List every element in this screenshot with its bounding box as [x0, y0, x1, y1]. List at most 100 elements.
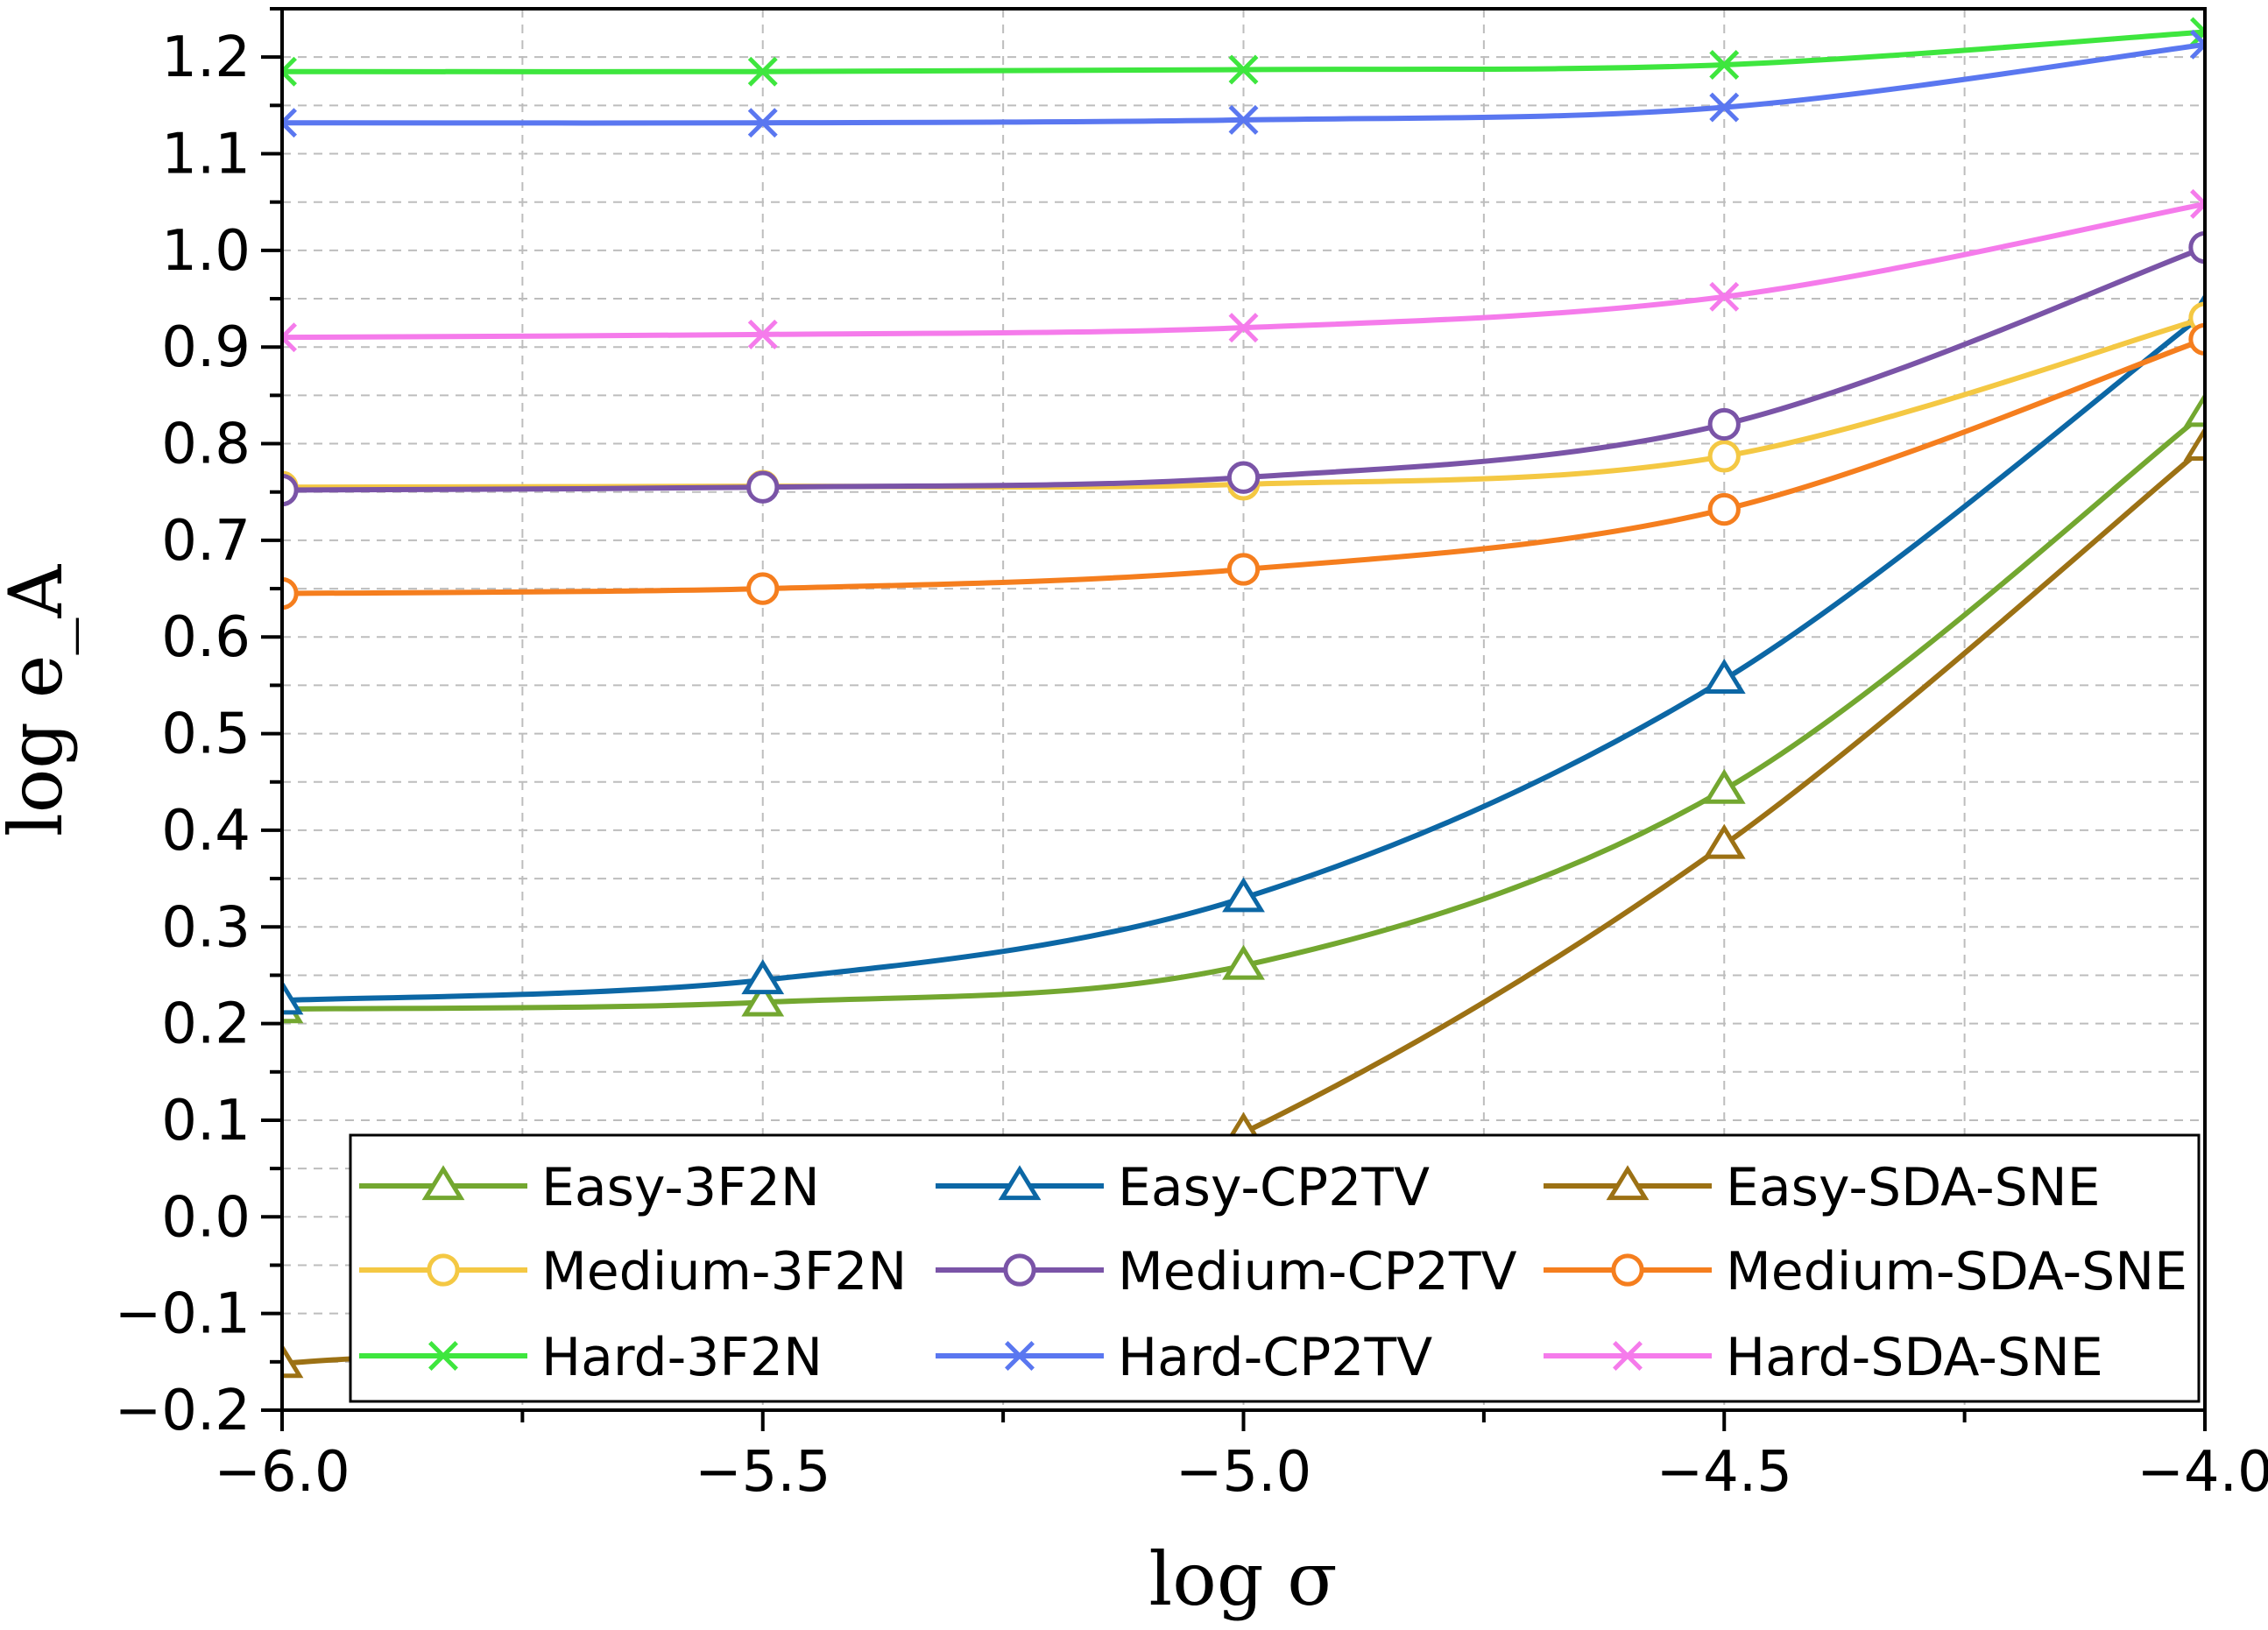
data-point-medium-sda-sne: [1226, 553, 1261, 586]
data-point-easy-sda-sne: [1702, 823, 1746, 859]
x-marker-stroke: [1228, 104, 1259, 135]
series-lines: [282, 17, 2205, 1379]
x-marker-stroke: [747, 56, 778, 87]
y-tick-label: 0.6: [161, 605, 251, 670]
y-tick-label: 0.8: [161, 413, 251, 477]
legend-item-easy-cp2tv: Easy-CP2TV: [936, 1157, 1430, 1218]
legend-swatch-marker: [1005, 1341, 1035, 1371]
x-marker-stroke: [2190, 41, 2205, 60]
data-point-easy-cp2tv: [282, 979, 304, 1015]
y-tick-label: −0.1: [115, 1282, 251, 1347]
data-point-easy-3f2n: [741, 981, 785, 1017]
legend-swatch-marker: [998, 1165, 1042, 1201]
x-marker-stroke: [282, 108, 297, 126]
data-point-hard-3f2n: [1709, 50, 1740, 80]
x-marker-stroke: [2190, 28, 2205, 47]
data-point-hard-cp2tv: [282, 108, 297, 138]
x-marker-stroke: [2190, 188, 2205, 208]
x-marker-stroke: [2190, 17, 2205, 36]
series-line-easy-3f2n: [282, 410, 2205, 1013]
data-point-easy-sda-sne: [2183, 426, 2205, 462]
series-hard-3f2n: [282, 17, 2205, 87]
data-point-hard-3f2n: [747, 56, 778, 87]
x-tick-label: −4.5: [1657, 1440, 1792, 1505]
series-medium-sda-sne: [282, 322, 2205, 610]
data-point-easy-cp2tv: [741, 959, 785, 995]
y-tick-label: 0.4: [161, 799, 251, 864]
legend-swatch-marker: [427, 1253, 460, 1287]
data-point-hard-sda-sne: [1228, 313, 1259, 343]
series-line-easy-cp2tv: [282, 311, 2205, 1004]
legend-label-hard-cp2tv: Hard-CP2TV: [1118, 1327, 1432, 1388]
x-marker-stroke: [1228, 313, 1259, 343]
data-point-easy-3f2n: [2183, 392, 2205, 427]
x-marker-stroke: [1005, 1341, 1035, 1371]
legend-swatch-marker: [1606, 1165, 1650, 1201]
y-axis-title: log e_A: [0, 564, 79, 837]
legend-label-easy-sda-sne: Easy-SDA-SNE: [1726, 1157, 2101, 1218]
x-marker-stroke: [428, 1341, 458, 1371]
x-marker-stroke: [747, 319, 778, 349]
x-marker-stroke: [282, 68, 297, 87]
data-point-hard-3f2n: [282, 56, 297, 87]
data-point-easy-3f2n: [1702, 768, 1746, 804]
data-point-hard-sda-sne: [747, 319, 778, 349]
x-marker-stroke: [2190, 29, 2205, 48]
legend-box: [349, 1133, 2201, 1403]
legend-label-medium-cp2tv: Medium-CP2TV: [1118, 1241, 1517, 1302]
x-tick-label: −6.0: [214, 1440, 350, 1505]
x-marker-stroke: [747, 108, 778, 138]
x-tick-label: −5.5: [695, 1440, 830, 1505]
data-point-hard-cp2tv: [2190, 29, 2205, 60]
data-point-easy-cp2tv: [1222, 877, 1265, 913]
x-axis-title: log σ: [1148, 1536, 1337, 1622]
legend-swatch-marker: [1003, 1253, 1036, 1287]
x-tick-label: −5.0: [1176, 1440, 1311, 1505]
x-marker-stroke: [282, 56, 297, 75]
legend-item-hard-sda-sne: Hard-SDA-SNE: [1544, 1327, 2103, 1388]
data-point-easy-3f2n: [1222, 944, 1265, 980]
x-marker-stroke: [1709, 50, 1740, 80]
data-point-hard-sda-sne: [1709, 281, 1740, 312]
y-tick-label: −0.2: [115, 1379, 251, 1443]
data-point-medium-sda-sne: [1707, 492, 1741, 526]
y-tick-label: 0.5: [161, 702, 251, 767]
legend-label-medium-3f2n: Medium-3F2N: [541, 1241, 907, 1302]
x-marker-stroke: [282, 119, 297, 138]
data-point-medium-3f2n: [1707, 440, 1741, 473]
y-tick-label: 1.2: [161, 25, 251, 90]
data-point-medium-cp2tv: [746, 470, 780, 504]
series-medium-cp2tv: [282, 230, 2205, 507]
data-point-easy-cp2tv: [1702, 658, 1746, 694]
legend-label-hard-sda-sne: Hard-SDA-SNE: [1726, 1327, 2103, 1388]
x-marker-stroke: [2190, 201, 2205, 219]
data-point-hard-sda-sne: [282, 322, 297, 353]
data-point-hard-3f2n: [2190, 17, 2205, 47]
series-hard-cp2tv: [282, 29, 2205, 138]
legend-item-hard-cp2tv: Hard-CP2TV: [936, 1327, 1432, 1388]
data-point-hard-cp2tv: [747, 108, 778, 138]
legend-item-easy-3f2n: Easy-3F2N: [359, 1157, 820, 1218]
x-marker-stroke: [1709, 92, 1740, 123]
x-marker-stroke: [1709, 281, 1740, 312]
legend-swatch-marker: [1613, 1341, 1643, 1371]
y-tick-label: 0.7: [161, 509, 251, 574]
legend-item-medium-cp2tv: Medium-CP2TV: [936, 1241, 1517, 1302]
y-tick-label: 0.1: [161, 1089, 251, 1154]
x-marker-stroke: [282, 322, 297, 341]
data-point-hard-sda-sne: [2190, 188, 2205, 219]
data-point-easy-sda-sne: [282, 1343, 304, 1379]
legend-swatch-marker: [421, 1165, 465, 1201]
legend-label-hard-3f2n: Hard-3F2N: [541, 1327, 823, 1388]
data-point-medium-cp2tv: [1226, 461, 1261, 494]
legend-swatch-marker: [428, 1341, 458, 1371]
x-marker-stroke: [1613, 1341, 1643, 1371]
legend-item-hard-3f2n: Hard-3F2N: [359, 1327, 823, 1388]
series-hard-sda-sne: [282, 188, 2205, 353]
legend-label-easy-cp2tv: Easy-CP2TV: [1118, 1157, 1430, 1218]
legend: Easy-3F2N Easy-CP2TV Easy-SDA-SNE Medium-3F…: [349, 1133, 2201, 1403]
y-tick-label: 0.9: [161, 315, 251, 380]
series-line-hard-3f2n: [282, 29, 2205, 74]
